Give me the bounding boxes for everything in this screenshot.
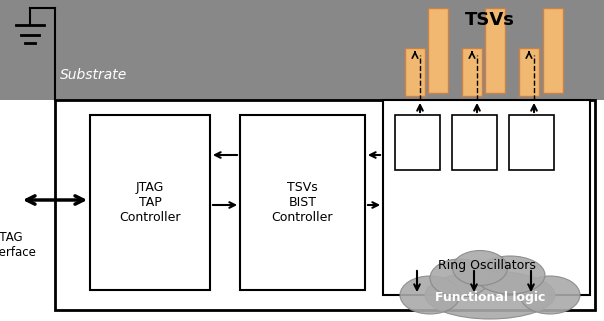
Bar <box>240 115 365 290</box>
Bar <box>383 100 590 295</box>
Bar <box>519 48 539 96</box>
Bar <box>452 115 497 170</box>
Bar <box>0 0 604 100</box>
Bar <box>509 115 554 170</box>
Bar <box>485 8 505 93</box>
Bar <box>55 100 595 310</box>
Ellipse shape <box>452 250 507 285</box>
Text: JTAG
interface: JTAG interface <box>0 231 36 259</box>
Text: TSVs: TSVs <box>465 11 515 29</box>
Ellipse shape <box>425 271 555 319</box>
Ellipse shape <box>520 276 580 314</box>
Text: JTAG
TAP
Controller: JTAG TAP Controller <box>119 181 181 224</box>
Text: TSVs
BIST
Controller: TSVs BIST Controller <box>272 181 333 224</box>
Bar <box>428 8 448 93</box>
Ellipse shape <box>400 276 460 314</box>
Bar <box>90 115 210 290</box>
Bar <box>543 8 563 93</box>
Ellipse shape <box>475 256 545 294</box>
Text: Substrate: Substrate <box>60 68 127 82</box>
Bar <box>462 48 482 96</box>
Text: Functional logic: Functional logic <box>435 291 545 303</box>
Ellipse shape <box>430 259 490 297</box>
Text: Ring Oscillators: Ring Oscillators <box>437 258 535 272</box>
Bar <box>395 115 440 170</box>
Bar <box>405 48 425 96</box>
